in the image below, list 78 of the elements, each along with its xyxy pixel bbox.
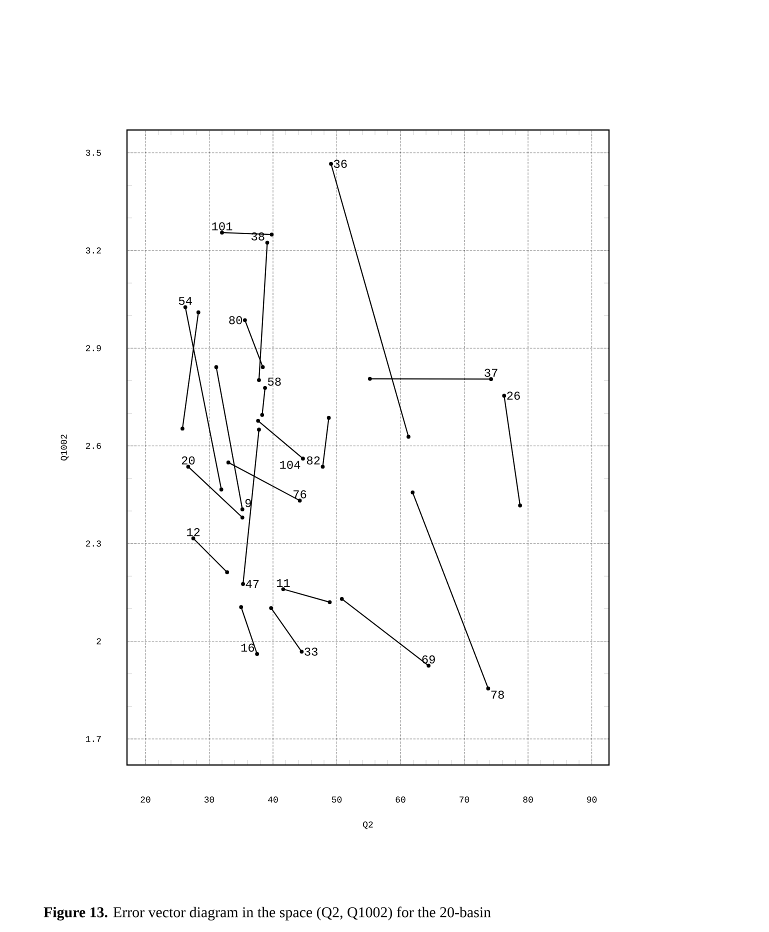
x-tick-label: 60 bbox=[396, 796, 406, 803]
point bbox=[180, 426, 184, 431]
series-label: 47 bbox=[246, 580, 259, 588]
series-label: 82 bbox=[306, 456, 320, 464]
series-label: 37 bbox=[484, 368, 498, 377]
x-tick-label: 50 bbox=[332, 796, 342, 803]
y-tick-label: 3.2 bbox=[86, 247, 101, 254]
series-label: 11 bbox=[276, 579, 290, 587]
x-tick-label: 80 bbox=[523, 796, 533, 803]
series-label: 78 bbox=[491, 690, 504, 699]
series-label: 76 bbox=[294, 490, 306, 498]
point bbox=[226, 460, 230, 464]
point bbox=[225, 570, 230, 574]
point bbox=[502, 394, 506, 398]
point bbox=[298, 498, 302, 503]
point bbox=[486, 686, 490, 690]
y-axis-title: Q1002 bbox=[60, 434, 68, 460]
text: Figure 13. Error vector diagram in the space (Q2, Q1002) for the 20-basin bbox=[44, 906, 491, 920]
point bbox=[243, 318, 247, 322]
point bbox=[214, 365, 218, 370]
x-tick-label: 30 bbox=[204, 796, 214, 803]
series-label: 54 bbox=[178, 296, 192, 305]
series-label: 80 bbox=[229, 316, 242, 324]
point bbox=[219, 488, 224, 492]
x-tick-label: 20 bbox=[140, 796, 150, 803]
point bbox=[220, 230, 224, 235]
y-tick-label: 2 bbox=[96, 638, 101, 644]
point bbox=[426, 664, 431, 668]
point bbox=[328, 600, 332, 604]
point bbox=[329, 162, 333, 166]
series-label: 12 bbox=[186, 528, 200, 536]
point bbox=[518, 504, 522, 508]
point bbox=[240, 507, 244, 512]
point bbox=[196, 310, 200, 314]
series-label: 20 bbox=[182, 456, 195, 464]
point bbox=[263, 386, 267, 390]
point bbox=[241, 582, 245, 586]
point bbox=[300, 650, 304, 654]
series-label: 9 bbox=[245, 499, 251, 508]
point bbox=[260, 412, 264, 417]
series-label: 33 bbox=[304, 648, 318, 656]
point bbox=[301, 456, 305, 461]
x-tick-label: 70 bbox=[460, 796, 470, 803]
y-tick-label: 2.9 bbox=[86, 345, 101, 352]
point bbox=[257, 428, 261, 432]
point bbox=[269, 606, 274, 610]
point bbox=[489, 377, 493, 382]
point bbox=[256, 418, 260, 423]
series-label: 58 bbox=[268, 378, 281, 386]
point bbox=[265, 240, 270, 245]
point bbox=[281, 587, 286, 592]
point bbox=[368, 376, 372, 381]
y-tick-label: 2.3 bbox=[86, 540, 101, 547]
x-axis-title: Q2 bbox=[363, 821, 373, 830]
y-tick-label: 3.5 bbox=[86, 150, 101, 156]
x-tick-label: 40 bbox=[268, 796, 278, 803]
y-tick-label: 1.7 bbox=[86, 736, 101, 742]
series-label: 104 bbox=[280, 460, 300, 469]
point bbox=[239, 605, 244, 610]
point bbox=[406, 434, 410, 439]
point bbox=[260, 365, 265, 370]
point bbox=[326, 416, 331, 420]
point bbox=[240, 516, 244, 520]
series-label: 16 bbox=[241, 644, 254, 652]
point bbox=[270, 232, 274, 236]
point bbox=[183, 305, 188, 310]
y-tick-label: 2.6 bbox=[86, 442, 101, 449]
series-label: 101 bbox=[212, 222, 232, 230]
series-label: 36 bbox=[334, 160, 347, 168]
series-label: 26 bbox=[507, 392, 520, 400]
point bbox=[255, 652, 260, 656]
x-tick-label: 90 bbox=[587, 796, 597, 803]
point bbox=[186, 464, 190, 469]
series-label: 69 bbox=[422, 655, 435, 664]
point bbox=[410, 490, 415, 494]
point bbox=[340, 596, 344, 601]
point bbox=[257, 378, 261, 382]
point bbox=[320, 464, 325, 469]
